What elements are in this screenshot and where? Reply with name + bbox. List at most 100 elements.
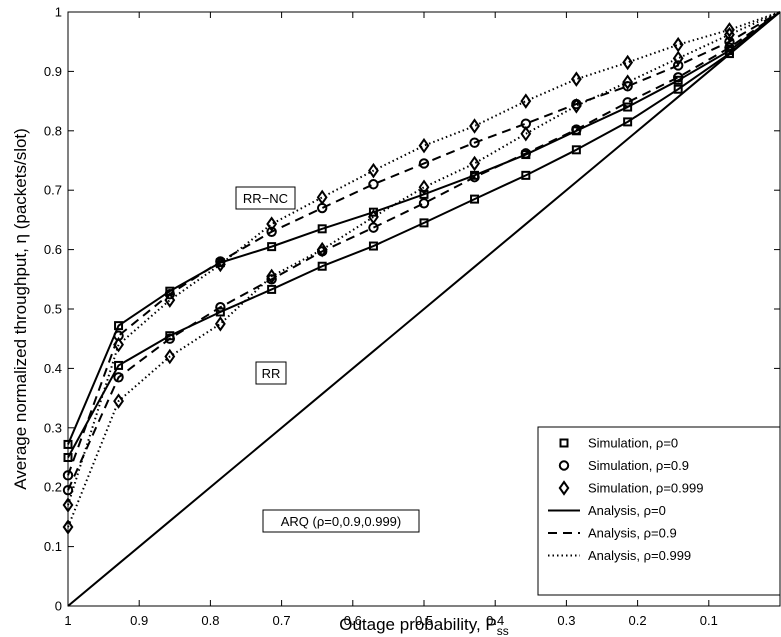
data-point-diamond bbox=[164, 348, 176, 365]
data-point-square bbox=[63, 453, 73, 462]
data-point-diamond bbox=[520, 126, 532, 142]
data-point-diamond bbox=[570, 98, 582, 114]
x-tick-label: 0.5 bbox=[415, 613, 433, 628]
data-point-circle bbox=[62, 470, 74, 481]
annotation-rr-text: RR bbox=[262, 366, 281, 381]
y-tick-label: 0 bbox=[55, 599, 62, 614]
annotation-arq-box bbox=[262, 509, 420, 533]
legend-label: Analysis, ρ=0 bbox=[588, 503, 666, 518]
data-point-diamond bbox=[520, 93, 532, 109]
data-point-square bbox=[267, 284, 277, 294]
data-point-diamond bbox=[724, 22, 735, 38]
data-point-diamond bbox=[164, 292, 176, 308]
data-point-diamond bbox=[113, 393, 124, 409]
series-markers bbox=[62, 22, 735, 535]
data-point-diamond bbox=[724, 26, 735, 43]
x-tick-label: 0.9 bbox=[130, 613, 148, 628]
data-point-circle bbox=[164, 288, 176, 300]
data-point-diamond bbox=[622, 54, 634, 71]
legend-label: Simulation, ρ=0.999 bbox=[588, 481, 703, 496]
legend-label: Simulation, ρ=0.9 bbox=[588, 458, 689, 473]
y-tick-label: 1 bbox=[55, 5, 62, 20]
data-point-diamond bbox=[214, 256, 226, 273]
x-tick-label: 0.4 bbox=[486, 613, 504, 628]
data-point-diamond bbox=[316, 189, 328, 206]
series-line bbox=[67, 11, 781, 476]
series-line bbox=[67, 11, 781, 458]
data-point-circle bbox=[724, 42, 735, 53]
data-point-square bbox=[368, 241, 378, 251]
data-point-diamond bbox=[316, 241, 328, 258]
data-point-circle bbox=[368, 179, 379, 190]
data-point-square bbox=[114, 321, 124, 331]
legend: Simulation, ρ=0 Simulation, ρ=0.9 Simulati… bbox=[537, 426, 781, 596]
y-tick-label: 0.4 bbox=[44, 361, 62, 376]
data-point-diamond bbox=[368, 162, 379, 179]
data-point-square bbox=[419, 218, 429, 228]
data-point-square bbox=[673, 84, 683, 94]
legend-entry: Analysis, ρ=0 bbox=[548, 503, 666, 518]
y-axis-label: Average normalized throughput, η (packet… bbox=[11, 128, 30, 490]
legend-marker-square bbox=[559, 438, 569, 448]
data-point-diamond bbox=[469, 155, 480, 172]
data-point-circle bbox=[418, 198, 430, 209]
annotation-arq: ARQ (ρ=0,0.9,0.999) bbox=[262, 509, 420, 533]
data-point-diamond bbox=[368, 209, 379, 225]
data-point-diamond bbox=[266, 268, 278, 285]
y-tick-label: 0.2 bbox=[44, 480, 62, 495]
legend-label: Analysis, ρ=0.999 bbox=[588, 548, 691, 563]
annotation-rrnc-box bbox=[235, 186, 296, 210]
legend-entry: Analysis, ρ=0.999 bbox=[548, 548, 691, 563]
data-point-circle bbox=[113, 372, 124, 383]
data-point-circle bbox=[418, 158, 430, 169]
data-point-diamond bbox=[469, 118, 480, 134]
data-point-diamond bbox=[113, 336, 124, 353]
data-point-circle bbox=[62, 484, 74, 496]
x-axis-label-subscript: ss bbox=[497, 624, 509, 637]
data-point-square bbox=[317, 224, 327, 234]
x-tick-label: 0.6 bbox=[344, 613, 362, 628]
annotation-rr-box bbox=[255, 361, 287, 385]
legend-entry: Analysis, ρ=0.9 bbox=[548, 526, 677, 541]
legend-box bbox=[537, 426, 781, 596]
data-point-circle bbox=[266, 226, 277, 237]
data-point-circle bbox=[215, 302, 226, 313]
data-point-square bbox=[571, 145, 581, 155]
legend-label: Analysis, ρ=0.9 bbox=[588, 526, 677, 541]
data-point-circle bbox=[164, 333, 176, 344]
data-point-diamond bbox=[622, 74, 634, 90]
data-point-circle bbox=[672, 60, 684, 71]
data-point-diamond bbox=[62, 519, 74, 535]
series-line bbox=[67, 11, 781, 491]
data-point-square bbox=[114, 360, 124, 370]
x-tick-label: 0.3 bbox=[557, 613, 575, 628]
y-tick-label: 0.8 bbox=[44, 123, 62, 138]
data-point-diamond bbox=[266, 216, 278, 232]
x-tick-label: 0.7 bbox=[273, 613, 291, 628]
data-point-circle bbox=[520, 148, 532, 159]
data-point-circle bbox=[672, 72, 684, 83]
data-point-diamond bbox=[62, 497, 74, 513]
data-point-diamond bbox=[418, 179, 430, 195]
data-point-square bbox=[724, 49, 734, 59]
y-tick-label: 0.6 bbox=[44, 242, 62, 257]
data-point-square bbox=[215, 307, 225, 317]
x-tick-label: 1 bbox=[64, 613, 71, 628]
data-point-square bbox=[267, 242, 277, 252]
annotation-rr: RR bbox=[255, 361, 287, 385]
data-point-diamond bbox=[570, 71, 582, 87]
y-tick-label: 0.1 bbox=[44, 539, 62, 554]
series-line bbox=[67, 11, 781, 506]
y-tick-label: 0.5 bbox=[44, 302, 62, 317]
data-point-square bbox=[470, 194, 480, 204]
x-axis-label: Outage probability, Pss bbox=[339, 615, 509, 637]
legend-entry: Simulation, ρ=0.9 bbox=[558, 458, 689, 473]
axis-ticks: 1 0.9 0.8 0.7 0.6 0.5 0.4 0.3 0.2 0.1 0 0.1 0.2 0.3 0.… bbox=[44, 5, 780, 628]
y-tick-label: 0.7 bbox=[44, 183, 62, 198]
annotation-rrnc: RR−NC bbox=[235, 186, 296, 210]
annotation-rrnc-text: RR−NC bbox=[243, 191, 288, 206]
x-tick-label: 0.1 bbox=[700, 613, 718, 628]
annotation-arq-text: ARQ (ρ=0,0.9,0.999) bbox=[281, 514, 402, 529]
data-point-diamond bbox=[672, 50, 684, 67]
